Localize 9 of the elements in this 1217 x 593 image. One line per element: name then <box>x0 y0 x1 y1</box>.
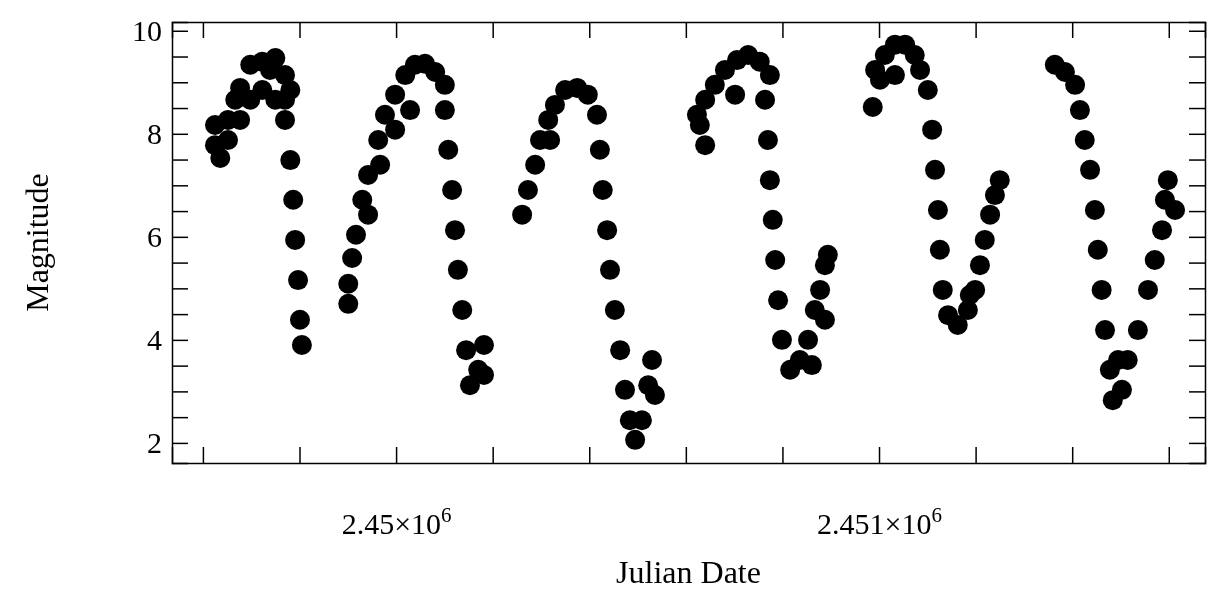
y-tick-label: 2 <box>147 426 162 460</box>
x-axis-title: Julian Date <box>616 554 761 590</box>
x-tick-label: 2.451×10$^{6}$ <box>817 503 942 541</box>
y-tick-label: 4 <box>147 322 162 356</box>
y-tick-label: 10 <box>132 13 162 47</box>
y-axis-title: Magnitude <box>19 173 55 312</box>
y-tick-label: 6 <box>147 219 162 253</box>
y-tick-label: 8 <box>147 116 162 150</box>
x-tick-label: 2.45×10$^{6}$ <box>341 503 452 541</box>
